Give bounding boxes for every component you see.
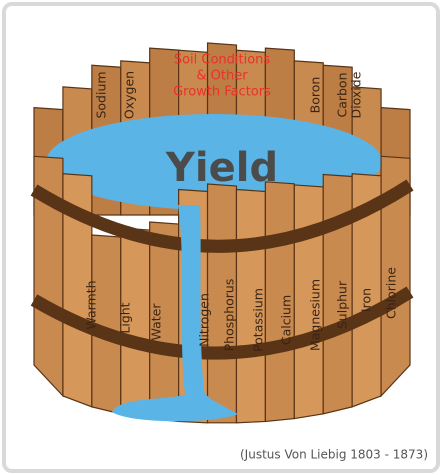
front-stave-label: Magnesium [308,279,323,351]
front-stave-label: Iron [359,288,374,312]
liebig-barrel-figure: Yield (Justus Von Liebig 1803 - 1873) So… [0,0,442,475]
front-stave-label: Sulphur [335,280,350,329]
center-label: Soil Conditions [174,53,271,68]
center-label: Growth Factors [173,85,271,100]
yield-label: Yield [165,145,278,191]
back-stave-label: Boron [308,77,323,114]
front-stave-label: Chlorine [384,267,399,319]
back-stave-label: Sodium [94,71,109,118]
back-stave-label: Oxygen [122,71,137,119]
front-stave-label: Nitrogen [197,293,212,347]
front-stave-label: Potassium [251,288,266,352]
front-stave-label: Phosphorus [222,279,237,352]
front-stave-label: Calcium [279,295,294,345]
back-stave-label: Dioxide [349,71,364,118]
front-stave-label: Warmth [84,280,99,329]
front-stave-label: Light [118,302,133,333]
back-stave-label: Carbon [335,72,350,117]
caption: (Justus Von Liebig 1803 - 1873) [240,448,428,462]
center-label: & Other [196,69,248,84]
front-stave-label: Water [149,303,164,341]
